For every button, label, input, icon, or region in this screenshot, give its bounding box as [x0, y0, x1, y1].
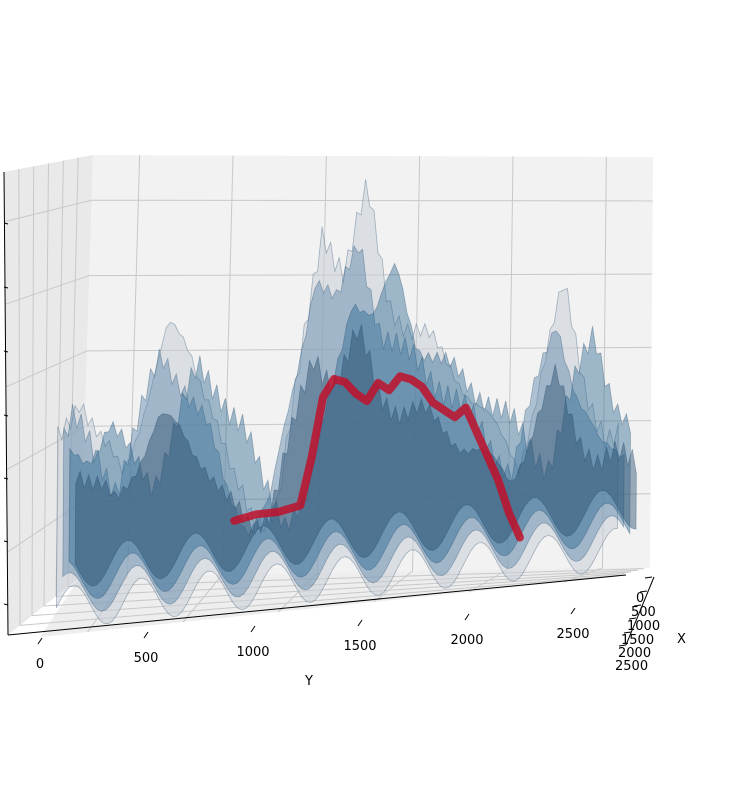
z-tick-mark [3, 350, 9, 353]
y-axis-label: Y [304, 674, 313, 689]
x-tick-mark [639, 590, 648, 593]
z-tick-mark [3, 603, 9, 606]
y-tick-mark [464, 613, 470, 621]
x-axis-line [625, 576, 655, 646]
y-tick-mark [570, 607, 576, 615]
surface-layer [74, 324, 637, 587]
grid-line [31, 166, 35, 616]
z-tick-mark [3, 477, 9, 480]
y-tick-mark [37, 637, 43, 645]
z-axis-ticks [3, 222, 9, 606]
axes-lines [3, 171, 655, 646]
z-tick-mark [3, 286, 9, 289]
x-tick-label: 500 [631, 605, 656, 620]
surface-layer [62, 244, 625, 612]
x-tick-label: 0 [636, 591, 644, 606]
grid-line [43, 163, 49, 607]
grid-line [43, 571, 632, 607]
x-tick-mark [644, 576, 653, 579]
x-tick-label: 1000 [627, 619, 660, 634]
y-tick-label: 1500 [343, 639, 376, 654]
z-tick-mark [3, 222, 9, 225]
x-tick-mark [623, 631, 632, 634]
y-tick-mark [250, 625, 256, 633]
x-tick-mark [628, 617, 637, 620]
surface-layer [56, 179, 619, 625]
grid-line [55, 569, 638, 597]
y-tick-mark [357, 619, 363, 627]
y-tick-label: 0 [36, 657, 44, 672]
x-tick-mark [618, 644, 627, 647]
y-tick-mark [143, 631, 149, 639]
grid-line [91, 199, 653, 202]
path-series-line [230, 372, 524, 542]
x-axis-label: X [677, 632, 686, 647]
path-line [230, 372, 524, 542]
grid-line [31, 573, 625, 617]
y-axis-ticks: 0 500 1000 1500 2000 2500 [36, 607, 590, 672]
x-tick-label: 2000 [618, 646, 651, 661]
y-tick-label: 2000 [450, 633, 483, 648]
z-axis-line [3, 171, 9, 636]
grid-line [19, 574, 619, 626]
y-tick-label: 500 [134, 651, 159, 666]
y-tick-label: 2500 [556, 627, 589, 642]
x-tick-label: 1500 [621, 633, 654, 648]
surface-layer [68, 262, 631, 599]
z-tick-mark [3, 540, 9, 543]
grid-line [18, 169, 21, 626]
x-tick-mark [633, 604, 642, 607]
x-tick-label: 2500 [615, 659, 648, 674]
y-axis-line [7, 574, 627, 636]
z-tick-mark [3, 414, 9, 417]
surface-layers [56, 179, 637, 625]
y-tick-label: 1000 [236, 645, 269, 660]
